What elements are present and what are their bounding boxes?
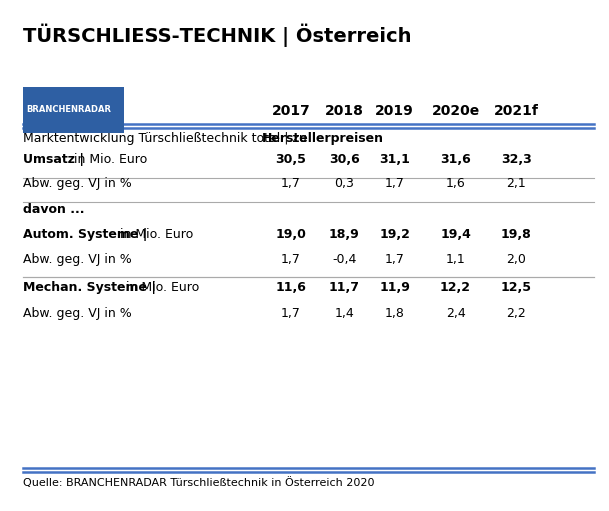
Text: in Mio. Euro: in Mio. Euro (122, 281, 199, 294)
Text: 2,0: 2,0 (507, 252, 526, 266)
Text: Abw. geg. VJ in %: Abw. geg. VJ in % (23, 252, 132, 266)
Text: 2020e: 2020e (431, 104, 480, 119)
Text: 31,1: 31,1 (379, 153, 410, 166)
Text: 19,4: 19,4 (440, 227, 471, 241)
Text: 2,2: 2,2 (507, 307, 526, 320)
Text: Mechan. Systeme |: Mechan. Systeme | (23, 281, 156, 294)
Text: 11,6: 11,6 (276, 281, 306, 294)
Text: 19,2: 19,2 (379, 227, 410, 241)
Text: 19,8: 19,8 (501, 227, 532, 241)
Text: 30,6: 30,6 (329, 153, 359, 166)
Text: 1,1: 1,1 (446, 252, 465, 266)
Text: 2019: 2019 (375, 104, 414, 119)
Text: 31,6: 31,6 (440, 153, 471, 166)
Text: Abw. geg. VJ in %: Abw. geg. VJ in % (23, 307, 132, 320)
Text: in Mio. Euro: in Mio. Euro (69, 153, 147, 166)
Text: 12,5: 12,5 (501, 281, 532, 294)
Text: davon ...: davon ... (23, 203, 85, 216)
Text: 18,9: 18,9 (329, 227, 359, 241)
Text: Quelle: BRANCHENRADAR Türschließtechnik in Österreich 2020: Quelle: BRANCHENRADAR Türschließtechnik … (23, 477, 375, 489)
Text: Umsatz |: Umsatz | (23, 153, 84, 166)
Text: 30,5: 30,5 (276, 153, 306, 166)
Text: 2,1: 2,1 (507, 177, 526, 191)
Text: 1,7: 1,7 (385, 252, 404, 266)
Text: 1,6: 1,6 (446, 177, 465, 191)
Text: 1,8: 1,8 (385, 307, 404, 320)
Text: 11,7: 11,7 (329, 281, 359, 294)
Text: BRANCHENRADAR: BRANCHENRADAR (26, 105, 111, 114)
Text: 2018: 2018 (325, 104, 364, 119)
Text: 2017: 2017 (272, 104, 311, 119)
Text: 1,7: 1,7 (281, 307, 301, 320)
Text: 19,0: 19,0 (276, 227, 306, 241)
Text: 1,7: 1,7 (385, 177, 404, 191)
Text: Herstellerpreisen: Herstellerpreisen (262, 132, 384, 146)
Text: 1,7: 1,7 (281, 252, 301, 266)
Text: 2,4: 2,4 (446, 307, 465, 320)
Text: 1,4: 1,4 (334, 307, 354, 320)
Text: Marktentwicklung Türschließtechnik total | zu: Marktentwicklung Türschließtechnik total… (23, 132, 311, 146)
Text: -0,4: -0,4 (332, 252, 356, 266)
Text: 1,7: 1,7 (281, 177, 301, 191)
Text: 11,9: 11,9 (379, 281, 410, 294)
Text: Abw. geg. VJ in %: Abw. geg. VJ in % (23, 177, 132, 191)
Text: Autom. Systeme |: Autom. Systeme | (23, 227, 147, 241)
Text: in Mio. Euro: in Mio. Euro (116, 227, 193, 241)
Text: 0,3: 0,3 (334, 177, 354, 191)
Text: 32,3: 32,3 (501, 153, 532, 166)
Text: TÜRSCHLIESS­TECHNIK | Österreich: TÜRSCHLIESS­TECHNIK | Österreich (23, 24, 412, 48)
Text: 2021f: 2021f (494, 104, 539, 119)
Text: 12,2: 12,2 (440, 281, 471, 294)
Bar (23, 87, 124, 133)
